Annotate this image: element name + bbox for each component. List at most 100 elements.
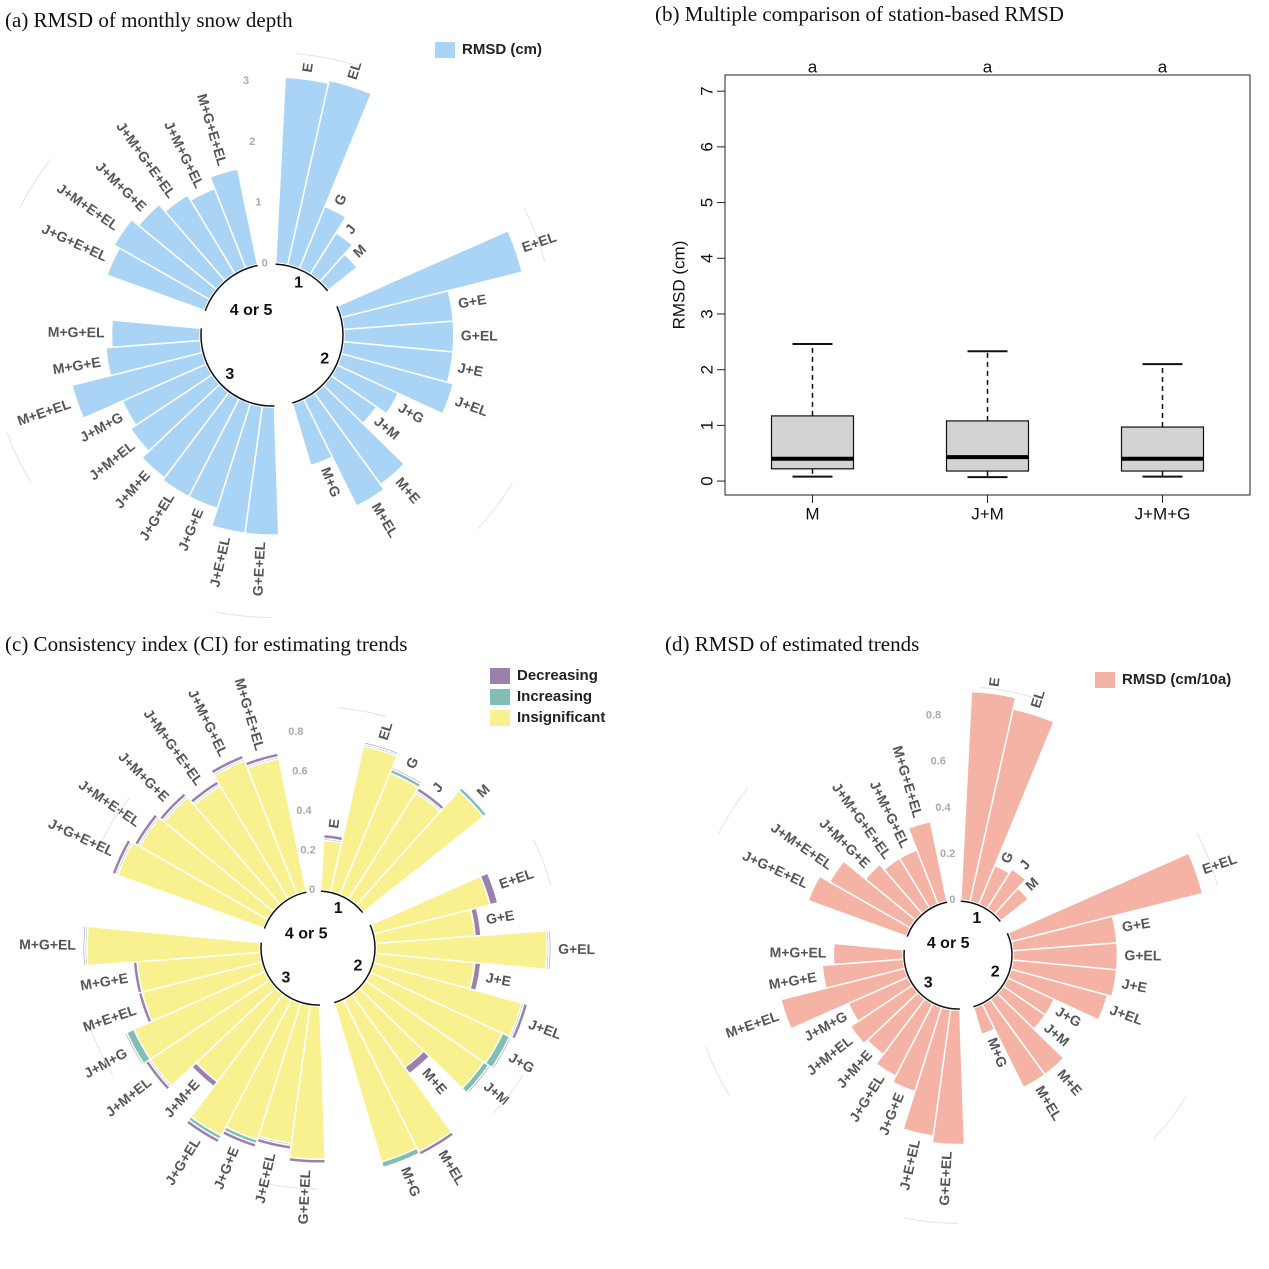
bar-segment <box>1007 852 1204 943</box>
group-arc <box>334 924 376 1004</box>
legend-swatch <box>490 689 510 705</box>
category-label: M+E <box>392 474 423 507</box>
radial-tick-label: 0 <box>949 894 955 906</box>
category-label: M+E+EL <box>15 395 73 428</box>
category-label: E+EL <box>1200 850 1239 877</box>
y-tick-label: 2 <box>697 365 716 374</box>
outer-arc <box>269 1183 319 1190</box>
group-letter: a <box>983 57 993 76</box>
radial-tick-label: 1 <box>255 197 261 209</box>
bar-segment <box>158 791 188 822</box>
y-tick-label: 3 <box>697 309 716 318</box>
radial-tick-label: 0 <box>262 257 268 269</box>
bar-segment <box>490 1035 513 1070</box>
box <box>1120 426 1205 472</box>
category-label: G+E+EL <box>936 1150 955 1206</box>
category-label: E <box>325 818 342 829</box>
category-label: J+M+G+E <box>115 748 172 804</box>
bar-segment <box>137 203 226 291</box>
category-label: G <box>997 849 1016 866</box>
group-label: 1 <box>334 900 343 917</box>
category-label: G+E <box>1121 915 1152 935</box>
category-label: J+G <box>506 1049 537 1076</box>
box <box>945 420 1030 472</box>
category-label: J+E+EL <box>206 535 233 589</box>
category-label: J+EL <box>453 393 491 420</box>
category-label: J+G+E <box>875 1090 907 1137</box>
category-label: M+E <box>1054 1066 1085 1099</box>
group-arc <box>291 306 344 404</box>
bar-segment <box>82 925 87 967</box>
legend-label: RMSD (cm) <box>462 41 542 58</box>
category-label: J+G+E+EL <box>39 220 110 264</box>
bar-segment <box>288 1156 327 1164</box>
y-tick-label: 4 <box>697 254 716 263</box>
category-label: J+E <box>1121 975 1149 995</box>
bar-segment <box>828 860 917 929</box>
group-arc <box>200 328 275 407</box>
radial-tick-label: 2 <box>249 136 255 148</box>
outer-arc <box>477 482 513 530</box>
group-arc <box>275 263 329 292</box>
panel-title: (d) RMSD of estimated trends <box>665 632 919 656</box>
y-axis-label: RMSD (cm) <box>669 241 688 330</box>
panel-title: (a) RMSD of monthly snow depth <box>5 8 293 32</box>
category-label: J+M <box>481 1078 513 1108</box>
group-label: 2 <box>353 958 362 975</box>
y-tick-label: 5 <box>697 198 716 207</box>
category-label: J+G+E+EL <box>46 815 117 859</box>
radial-tick-label: 0 <box>309 884 315 896</box>
bar-segment <box>110 838 133 876</box>
category-label: M+EL <box>369 500 402 541</box>
category-label: J+EL <box>526 1016 564 1043</box>
box <box>770 415 855 470</box>
category-label: M <box>1022 874 1041 894</box>
bar-segment <box>972 1003 996 1036</box>
category-label: EL <box>344 59 365 81</box>
bar-segment <box>547 929 552 971</box>
outer-arc <box>532 839 552 886</box>
bar-segment <box>821 958 906 990</box>
category-label: M+G <box>398 1164 424 1199</box>
category-label: M+G+E+EL <box>194 92 231 168</box>
legend-swatch <box>490 668 510 684</box>
y-tick-label: 7 <box>697 86 716 95</box>
outer-arc <box>1197 833 1218 886</box>
legend-swatch <box>490 710 510 726</box>
bar-segment <box>807 875 912 938</box>
group-label: 1 <box>972 910 981 927</box>
bar-segment <box>291 398 334 467</box>
bar-segment <box>336 229 524 319</box>
bar-segment <box>417 1130 455 1157</box>
radial-tick-label: 0.8 <box>926 710 941 722</box>
group-letter: a <box>1158 57 1168 76</box>
outer-arc <box>295 53 353 65</box>
panel-title: (b) Multiple comparison of station-based… <box>655 2 1064 26</box>
bar-segment <box>960 690 1017 903</box>
category-label: J+M+G+EL <box>185 687 232 760</box>
legend-label: Increasing <box>517 688 592 705</box>
bar-segment <box>383 1152 420 1169</box>
category-label: M+G+E <box>79 970 129 994</box>
group-arc <box>320 890 364 914</box>
bar-segment <box>993 887 1030 922</box>
panel-title: (c) Consistency index (CI) for estimatin… <box>5 632 407 656</box>
category-label: M+E+EL <box>81 1002 139 1035</box>
radial-tick-label: 3 <box>243 75 249 87</box>
radial-tick-label: 0.6 <box>292 765 307 777</box>
group-label: 3 <box>924 974 933 991</box>
bar-segment <box>163 194 236 282</box>
y-tick-label: 6 <box>697 142 716 151</box>
category-label: J <box>429 779 446 795</box>
legend-swatch <box>435 42 455 58</box>
bar-segment <box>981 998 1046 1089</box>
radial-tick-label: 0.6 <box>931 756 946 768</box>
bar-segment <box>133 812 159 847</box>
category-label: M+EL <box>435 1147 468 1188</box>
bar-segment <box>209 168 259 269</box>
outer-arc <box>90 1030 114 1075</box>
bar-segment <box>123 1031 145 1066</box>
bar-segment <box>875 997 934 1078</box>
bar-segment <box>461 787 488 815</box>
